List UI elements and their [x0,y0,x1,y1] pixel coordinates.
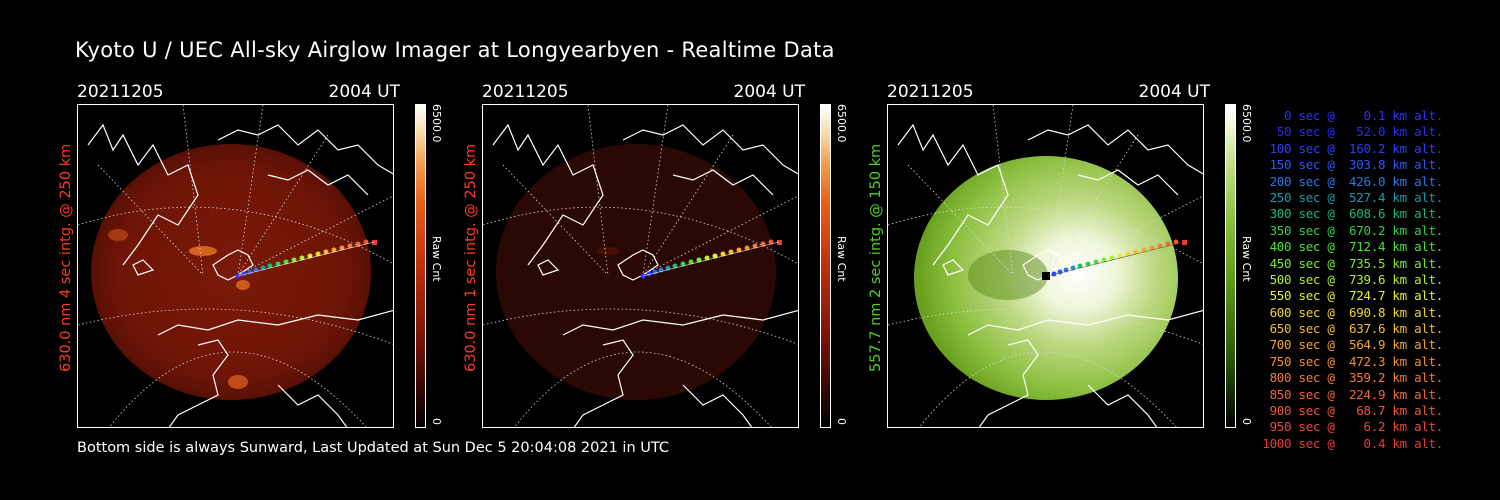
coastline [492,123,798,427]
panel-2-ylabel: 630.0 nm 1 sec intg. @ 250 km [463,143,479,372]
panel-3-date: 20211205 [887,82,974,102]
legend-row: 800 sec @ 359.2 km alt. [1262,370,1444,386]
legend-row: 550 sec @ 724.7 km alt. [1262,288,1444,304]
legend-row: 250 sec @ 527.4 km alt. [1262,189,1444,205]
panel-1-colorbar-unit: Raw Cnt [430,236,443,282]
panel-1-colorbar-min: 0 [430,418,443,425]
lat-lon-grid [78,105,393,427]
panel-2-colorbar-max: 6500.0 [835,104,848,143]
dark-patch [968,250,1048,300]
panel-1-colorbar-max: 6500.0 [430,104,443,143]
satellite-track [640,239,782,279]
legend-row: 950 sec @ 6.2 km alt. [1262,419,1444,435]
satellite-track [235,239,377,279]
legend-row: 650 sec @ 637.6 km alt. [1262,321,1444,337]
legend-row: 750 sec @ 472.3 km alt. [1262,353,1444,369]
legend-row: 700 sec @ 564.9 km alt. [1262,337,1444,353]
coastline [87,123,393,427]
legend-row: 500 sec @ 739.6 km alt. [1262,271,1444,287]
sky-disc [496,144,776,400]
coastline [897,123,1203,427]
panel-2-time: 2004 UT [733,82,806,102]
panel-1-svg [78,105,393,427]
sky-disc [91,144,371,400]
lat-lon-grid [483,105,798,427]
panel-1-colorbar [415,104,426,428]
legend-row: 300 sec @ 608.6 km alt. [1262,206,1444,222]
airglow-image-630-4s [77,104,394,428]
legend-row: 200 sec @ 426.0 km alt. [1262,173,1444,189]
panel-3-colorbar-min: 0 [1240,418,1253,425]
legend-row: 350 sec @ 670.2 km alt. [1262,222,1444,238]
aurora-patch [228,375,248,389]
aurora-patch [236,280,250,290]
panel-1-ylabel: 630.0 nm 4 sec intg. @ 250 km [58,143,74,372]
legend-row: 450 sec @ 735.5 km alt. [1262,255,1444,271]
panel-2-colorbar-min: 0 [835,418,848,425]
aurora-patch [596,247,620,255]
panel-3-colorbar-max: 6500.0 [1240,104,1253,143]
panel-3-colorbar-unit: Raw Cnt [1240,236,1253,282]
legend-row: 50 sec @ 52.0 km alt. [1262,124,1444,140]
station-marker [1042,272,1050,280]
lat-lon-grid [888,105,1203,427]
panel-1-date: 20211205 [77,82,164,102]
altitude-legend: 0 sec @ 0.1 km alt. 50 sec @ 52.0 km alt… [1262,108,1443,452]
satellite-track [1047,239,1187,277]
page-title: Kyoto U / UEC All-sky Airglow Imager at … [75,38,835,62]
legend-row: 850 sec @ 224.9 km alt. [1262,386,1444,402]
legend-row: 0 sec @ 0.1 km alt. [1262,108,1443,123]
legend-row: 900 sec @ 68.7 km alt. [1262,403,1444,419]
aurora-patch [108,229,128,241]
legend-row: 150 sec @ 303.8 km alt. [1262,157,1444,173]
panel-3-time: 2004 UT [1138,82,1211,102]
legend-row: 100 sec @ 160.2 km alt. [1262,140,1444,156]
panel-3-svg [888,105,1203,427]
legend-row: 1000 sec @ 0.4 km alt. [1262,435,1443,451]
panel-2-date: 20211205 [482,82,569,102]
airglow-image-557-2s [887,104,1204,428]
panel-3-ylabel: 557.7 nm 2 sec intg. @ 150 km [868,143,884,372]
aurora-patch [189,246,217,256]
legend-row: 600 sec @ 690.8 km alt. [1262,304,1444,320]
panel-2-colorbar [820,104,831,428]
update-footer: Bottom side is always Sunward, Last Upda… [77,440,669,456]
panel-1-time: 2004 UT [328,82,401,102]
legend-row: 400 sec @ 712.4 km alt. [1262,239,1444,255]
panel-2-svg [483,105,798,427]
airglow-image-630-1s [482,104,799,428]
panel-3-colorbar [1225,104,1236,428]
panel-2-colorbar-unit: Raw Cnt [835,236,848,282]
